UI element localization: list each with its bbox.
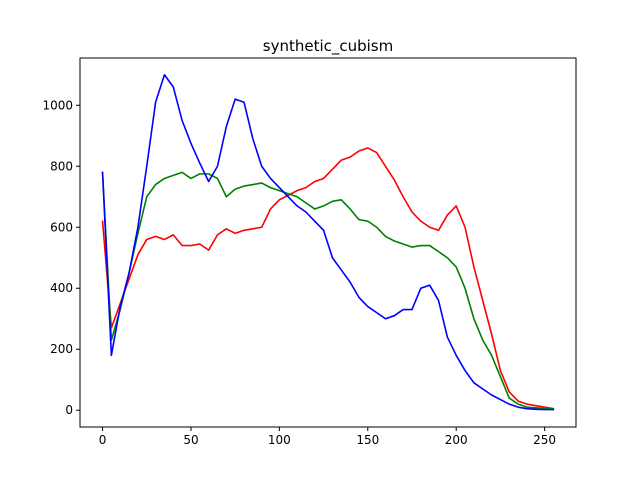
x-tick-label: 50	[183, 433, 198, 447]
x-tick-label: 200	[445, 433, 468, 447]
axes-frame	[79, 57, 577, 428]
x-tick-label: 250	[533, 433, 556, 447]
y-tick-label: 200	[50, 342, 73, 356]
x-tick-label: 0	[99, 433, 107, 447]
series-line-1	[101, 171, 555, 410]
y-tick-label: 800	[50, 159, 73, 173]
series-line-2	[101, 73, 555, 411]
chart-title: synthetic_cubism	[263, 37, 393, 56]
y-tick-label: 0	[65, 403, 73, 417]
y-tick-label: 1000	[42, 98, 73, 112]
x-tick-label: 100	[268, 433, 291, 447]
x-tick-label: 150	[356, 433, 379, 447]
y-tick-label: 600	[50, 220, 73, 234]
series-line-0	[101, 147, 555, 410]
plot-area: 0 50 100 150 200 250 0 200 400 600 800 1000	[42, 57, 577, 447]
y-tick-label: 400	[50, 281, 73, 295]
